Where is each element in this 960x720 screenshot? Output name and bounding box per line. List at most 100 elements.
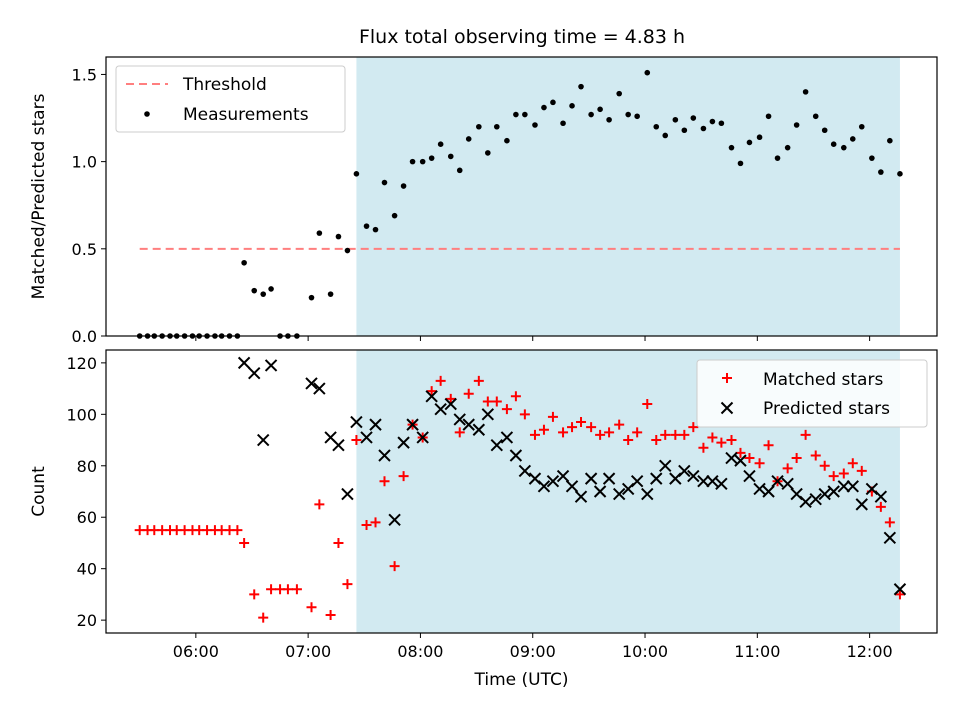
measurement-point	[662, 132, 669, 139]
predicted-point	[360, 431, 373, 444]
predicted-point	[593, 485, 607, 498]
predicted-point	[837, 480, 851, 493]
predicted-point	[725, 451, 738, 465]
predicted-point	[734, 454, 747, 467]
y-tick-label: 1.0	[72, 153, 97, 172]
measurement-point	[616, 90, 622, 97]
matched-point	[586, 422, 597, 433]
matched-point	[529, 429, 540, 440]
matched-point	[595, 429, 606, 440]
measurement-point	[541, 104, 547, 111]
matched-point	[744, 453, 755, 464]
measurement-point	[700, 125, 707, 132]
predicted-point	[883, 531, 897, 545]
matched-point	[754, 458, 765, 469]
measurement-point	[728, 144, 735, 151]
matched-point	[361, 519, 372, 530]
matched-point	[558, 427, 569, 438]
matched-point	[249, 589, 260, 600]
matched-point	[838, 468, 849, 479]
measurement-point	[344, 247, 351, 254]
matched-point	[435, 375, 446, 386]
matched-point	[782, 463, 793, 474]
series-dot	[136, 69, 903, 339]
predicted-point	[743, 469, 756, 483]
matched-point	[239, 537, 250, 548]
predicted-point	[706, 475, 719, 488]
predicted-point	[518, 464, 532, 478]
series-cross	[237, 356, 907, 596]
measurement-point	[709, 118, 716, 125]
measurement-point	[532, 122, 538, 128]
measurement-point	[718, 120, 725, 127]
predicted-point	[697, 475, 710, 488]
matched-point	[454, 427, 465, 438]
predicted-point	[462, 418, 475, 431]
measurement-point	[353, 171, 360, 177]
measurement-point	[513, 111, 519, 118]
matched-point	[519, 409, 530, 420]
measurement-point	[840, 144, 847, 151]
predicted-point	[874, 490, 888, 503]
axes-frame	[105, 349, 938, 634]
measurement-point	[887, 137, 893, 144]
measurement-point	[268, 286, 274, 292]
legend: Threshold Measurements	[115, 65, 346, 133]
predicted-point	[434, 402, 447, 416]
matched-point	[389, 561, 400, 572]
matched-point	[884, 517, 895, 528]
matched-point	[707, 432, 718, 443]
measurement-point	[690, 115, 697, 121]
y-tick-label: 120	[66, 354, 97, 373]
y-tick-label: 100	[66, 405, 97, 424]
matched-point	[623, 435, 634, 446]
predicted-point	[799, 495, 812, 508]
predicted-point	[846, 480, 859, 493]
matched-point	[282, 584, 293, 595]
matched-point	[379, 476, 390, 487]
matched-point	[547, 411, 558, 422]
predicted-point	[537, 480, 551, 493]
measurement-point	[308, 294, 315, 301]
observing-span-shade	[356, 57, 900, 336]
predicted-point	[771, 475, 784, 488]
predicted-point	[388, 513, 401, 527]
series-plus	[134, 375, 905, 623]
predicted-point	[425, 390, 438, 403]
legend: Matched stars Predicted stars	[696, 359, 928, 428]
matched-point	[482, 396, 493, 407]
y-tick-label: 40	[77, 560, 97, 579]
predicted-point	[257, 433, 270, 447]
predicted-point	[574, 490, 588, 503]
matched-point	[463, 388, 474, 399]
measurement-point	[784, 144, 791, 151]
measurement-point	[447, 153, 454, 160]
measurement-point	[363, 223, 370, 229]
measurement-point	[493, 123, 500, 130]
y-axis-label: Count	[29, 466, 49, 517]
predicted-point	[546, 475, 560, 488]
legend-box	[696, 359, 928, 428]
predicted-point	[264, 359, 278, 372]
measurement-point	[672, 116, 679, 123]
measurement-point	[391, 212, 398, 219]
matched-point	[651, 435, 662, 446]
matched-point	[632, 427, 643, 438]
x-tick-label: 07:00	[285, 642, 331, 661]
legend-predicted-swatch	[720, 401, 734, 415]
predicted-point	[509, 449, 523, 462]
measurement-point	[409, 158, 416, 165]
matched-point	[726, 435, 737, 446]
legend-predicted-label: Predicted stars	[763, 399, 890, 419]
predicted-point	[406, 418, 419, 431]
predicted-point	[827, 485, 840, 498]
measurement-point	[793, 122, 800, 128]
measurement-point	[260, 291, 267, 297]
predicted-point	[715, 477, 728, 490]
measurement-point	[625, 111, 631, 118]
measurement-point	[597, 106, 603, 113]
matched-point	[688, 422, 699, 433]
measurement-point	[830, 141, 837, 147]
legend-matched-label: Matched stars	[763, 370, 883, 390]
